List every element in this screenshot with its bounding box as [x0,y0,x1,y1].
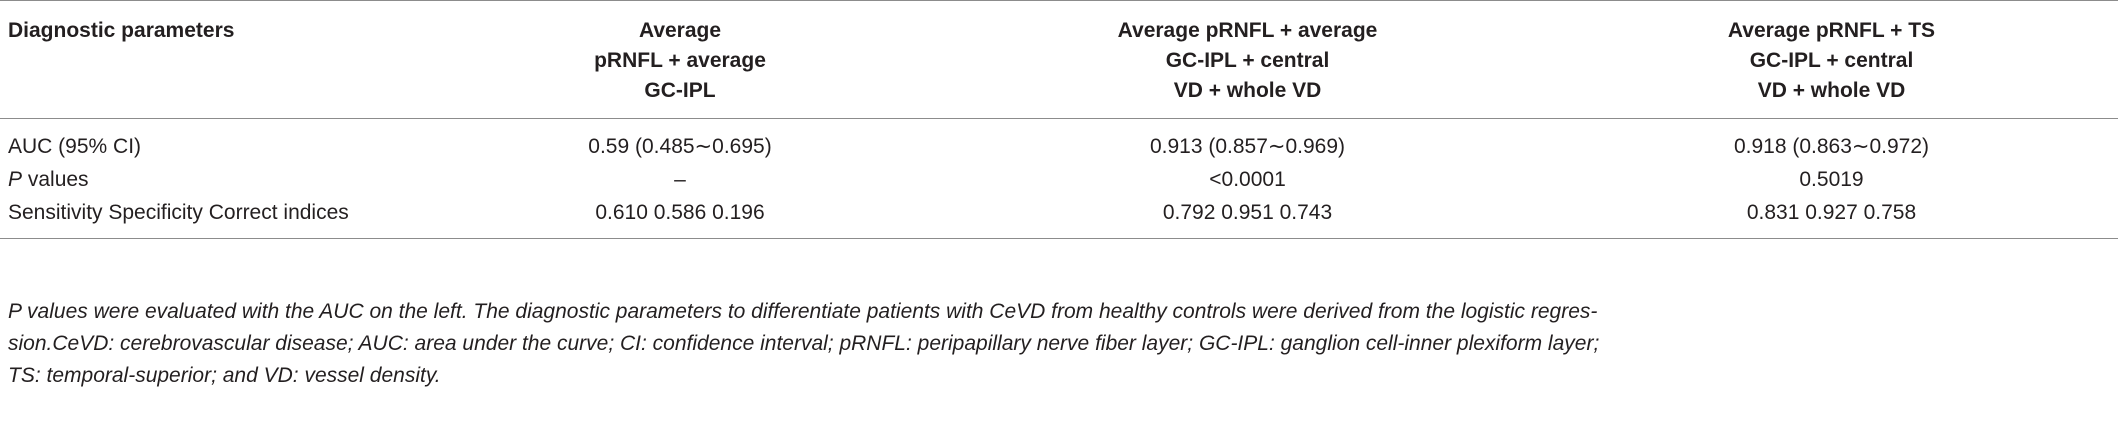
diagnostic-parameters-table: Diagnostic parameters Average pRNFL + av… [0,0,2118,239]
row-label: Sensitivity Specificity Correct indices [8,201,349,224]
footnote-line: TS: temporal-superior; and VD: vessel de… [8,364,441,387]
table-cell: 0.792 0.951 0.743 [1162,201,1333,224]
table-cell: 0.59 (0.485∼0.695) [588,135,772,158]
p-label-rest: values [22,168,89,191]
row-label: P values [0,163,410,196]
header-model-2: Average pRNFL + average GC-IPL + central… [1117,19,1378,102]
header-model-1: Average pRNFL + average GC-IPL [594,19,766,102]
table-cell: – [674,168,686,191]
table-cell: 0.831 0.927 0.758 [1746,201,1917,224]
footnote-line: P values were evaluated with the AUC on … [8,300,1598,323]
table-row-sensitivity: Sensitivity Specificity Correct indices … [0,196,2118,239]
table-cell: 0.918 (0.863∼0.972) [1733,135,1930,158]
p-italic-label: P [8,168,23,191]
table-cell: 0.913 (0.857∼0.969) [1149,135,1346,158]
table-footnote: P values were evaluated with the AUC on … [8,296,2108,392]
header-model-3: Average pRNFL + TS GC-IPL + central VD +… [1727,19,1936,102]
table-header-row: Diagnostic parameters Average pRNFL + av… [0,0,2118,119]
header-diagnostic-parameters: Diagnostic parameters [8,19,235,42]
table-cell: 0.5019 [1799,168,1864,191]
table-row-p-values: P values – <0.0001 0.5019 [0,163,2118,196]
table-row-auc: AUC (95% CI) 0.59 (0.485∼0.695) 0.913 (0… [0,119,2118,164]
table-cell: <0.0001 [1209,168,1286,191]
table-cell: 0.610 0.586 0.196 [595,201,765,224]
row-label: AUC (95% CI) [8,135,142,158]
footnote-line: sion.CeVD: cerebrovascular disease; AUC:… [8,332,1600,355]
